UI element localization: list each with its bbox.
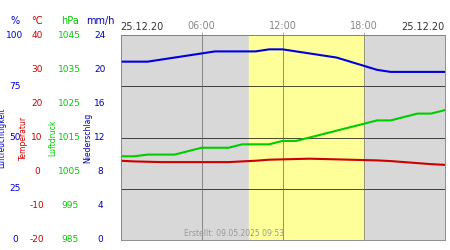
Text: 40: 40 bbox=[31, 30, 43, 40]
Text: 25: 25 bbox=[9, 184, 21, 193]
Text: 10: 10 bbox=[31, 133, 43, 142]
Text: Erstellt: 09.05.2025 09:53: Erstellt: 09.05.2025 09:53 bbox=[184, 228, 284, 237]
Text: 1035: 1035 bbox=[58, 65, 81, 74]
Text: 24: 24 bbox=[94, 30, 105, 40]
Text: 16: 16 bbox=[94, 99, 106, 108]
Text: 50: 50 bbox=[9, 133, 21, 142]
Text: 0: 0 bbox=[34, 167, 40, 176]
Text: 0: 0 bbox=[12, 236, 18, 244]
Text: 100: 100 bbox=[6, 30, 23, 40]
Text: hPa: hPa bbox=[61, 16, 79, 26]
Text: 12: 12 bbox=[94, 133, 106, 142]
Text: 25.12.20: 25.12.20 bbox=[401, 22, 445, 32]
Text: 0: 0 bbox=[97, 236, 103, 244]
Text: 30: 30 bbox=[31, 65, 43, 74]
Text: 985: 985 bbox=[61, 236, 78, 244]
Text: -10: -10 bbox=[30, 201, 44, 210]
Text: 995: 995 bbox=[61, 201, 78, 210]
Text: -20: -20 bbox=[30, 236, 44, 244]
Text: 8: 8 bbox=[97, 167, 103, 176]
Text: 25.12.20: 25.12.20 bbox=[121, 22, 164, 32]
Text: 4: 4 bbox=[97, 201, 103, 210]
Text: 75: 75 bbox=[9, 82, 21, 91]
Text: %: % bbox=[10, 16, 19, 26]
Text: 1015: 1015 bbox=[58, 133, 81, 142]
Text: Luftfeuchtigkeit: Luftfeuchtigkeit bbox=[0, 107, 7, 168]
Text: 20: 20 bbox=[94, 65, 106, 74]
Text: Temperatur: Temperatur bbox=[19, 116, 28, 160]
Text: 1045: 1045 bbox=[58, 30, 81, 40]
Text: 1005: 1005 bbox=[58, 167, 81, 176]
Text: 20: 20 bbox=[31, 99, 43, 108]
Text: mm/h: mm/h bbox=[86, 16, 114, 26]
Text: 1025: 1025 bbox=[58, 99, 81, 108]
Text: Luftdruck: Luftdruck bbox=[49, 119, 58, 156]
Text: Niederschlag: Niederschlag bbox=[84, 112, 93, 163]
Text: °C: °C bbox=[31, 16, 43, 26]
Bar bbox=[249, 35, 364, 240]
